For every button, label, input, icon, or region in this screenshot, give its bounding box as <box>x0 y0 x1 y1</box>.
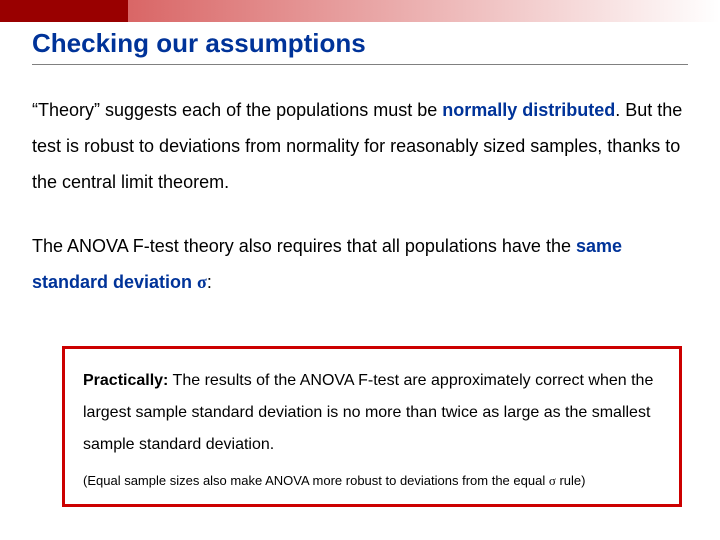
title-underline <box>32 64 688 65</box>
sigma-symbol: σ <box>197 272 207 292</box>
slide-title: Checking our assumptions <box>32 28 366 59</box>
p1-emphasis: normally distributed <box>442 100 615 120</box>
paragraph-2: The ANOVA F-test theory also requires th… <box>32 228 688 300</box>
callout-box: Practically: The results of the ANOVA F-… <box>62 346 682 507</box>
top-bar-solid <box>0 0 128 22</box>
callout-main: Practically: The results of the ANOVA F-… <box>83 365 661 461</box>
top-bar-gradient <box>128 0 720 22</box>
top-bar <box>0 0 720 22</box>
callout-lead: Practically: <box>83 372 168 389</box>
note-b: rule) <box>556 473 586 488</box>
note-sigma: σ <box>549 473 556 488</box>
body-text: “Theory” suggests each of the population… <box>32 92 688 320</box>
callout-note: (Equal sample sizes also make ANOVA more… <box>83 471 661 492</box>
p2-text-b: : <box>207 272 212 292</box>
slide: Checking our assumptions “Theory” sugges… <box>0 0 720 540</box>
p2-text-a: The ANOVA F-test theory also requires th… <box>32 236 576 256</box>
note-a: (Equal sample sizes also make ANOVA more… <box>83 473 549 488</box>
p1-text-a: “Theory” suggests each of the population… <box>32 100 442 120</box>
callout-rest: The results of the ANOVA F-test are appr… <box>83 372 653 453</box>
paragraph-1: “Theory” suggests each of the population… <box>32 92 688 200</box>
